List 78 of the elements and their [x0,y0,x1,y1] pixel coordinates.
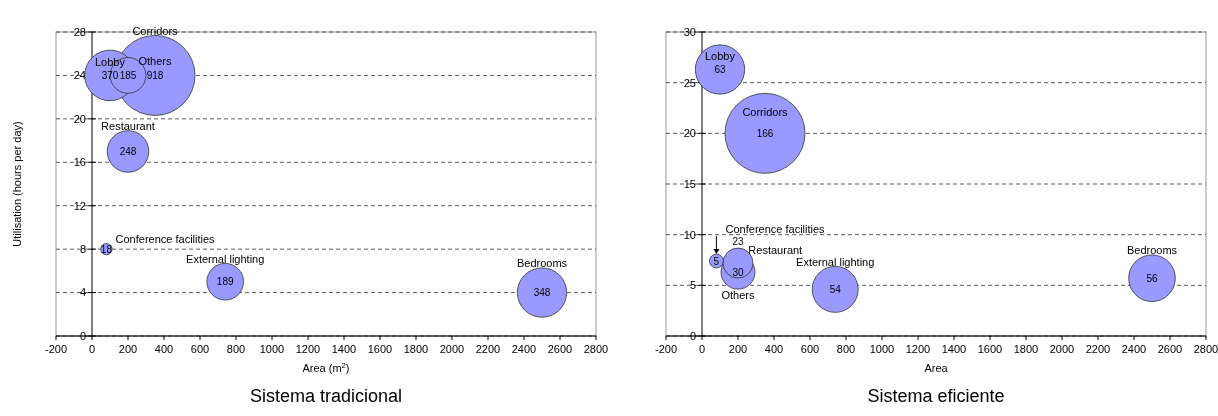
annotation: 185 [119,69,137,81]
x-tick-label: -200 [654,343,678,355]
annotation: 370 [101,69,119,81]
x-tick-label: 1600 [977,343,1003,355]
x-tick-label: 2400 [511,343,537,355]
x-tick-label: 800 [226,343,246,355]
x-tick-label: 0 [88,343,96,355]
x-tick-label: 1000 [869,343,895,355]
series-label: Corridors [742,106,789,119]
annotation: 54 [829,283,842,295]
annotation: 56 [1146,272,1158,284]
annotation: 918 [146,69,164,81]
y-tick-label: 24 [73,69,86,82]
annotation: 30 [732,266,744,278]
y-tick-label: 4 [79,286,86,299]
x-tick-label: 1400 [331,343,357,355]
annotation: 23 [732,236,744,248]
x-tick-label: 2200 [475,343,501,355]
annotation: 248 [119,145,137,157]
y-tick-label: 15 [683,177,696,190]
series-label: Others [721,289,755,302]
x-tick-label: 200 [728,343,748,355]
x-tick-label: 1200 [905,343,931,355]
y-tick-label: 20 [683,127,696,140]
x-tick-label: 1000 [259,343,285,355]
y-tick-label: 20 [73,112,86,125]
x-tick-label: 2400 [1121,343,1147,355]
annotation: 63 [714,63,726,75]
x-tick-label: 600 [800,343,820,355]
series-label: Lobby [705,50,736,63]
y-tick-label: 16 [73,156,86,169]
x-tick-label: 2000 [439,343,465,355]
x-tick-label: 2600 [1157,343,1183,355]
x-tick-label: 2600 [547,343,573,355]
y-tick-label: 10 [683,228,696,241]
x-tick-label: 0 [698,343,706,355]
x-tick-label: 2800 [1193,343,1218,355]
x-tick-label: -200 [44,343,68,355]
y-tick-label: 28 [73,25,86,38]
series-label: Conference facilities [115,232,216,245]
x-tick-label: 1600 [367,343,393,355]
y-tick-label: 25 [683,76,696,89]
annotation: 5 [713,255,720,267]
y-axis-title: Utilisation (hours per day) [11,121,23,247]
y-tick-label: 30 [683,25,696,38]
x-axis-title: Area [924,362,949,374]
annotation: 18 [100,243,113,255]
x-tick-label: 2800 [583,343,609,355]
x-tick-label: 200 [118,343,138,355]
series-label: Restaurant [101,119,155,132]
series-label: Conference facilities [725,223,826,236]
x-tick-label: 2200 [1085,343,1111,355]
series-label: Bedrooms [1126,244,1178,257]
text: Sistema eficiente [867,386,1005,406]
series-label: Others [138,54,172,67]
x-tick-label: 800 [836,343,856,355]
series-label: Bedrooms [516,257,568,270]
x-tick-label: 1800 [403,343,429,355]
series-label: External lighting [796,255,875,268]
x-axis-title: Area (m$^{2}$) [302,360,350,374]
x-tick-label: 400 [764,343,784,355]
x-tick-label: 400 [154,343,174,355]
annotation: 189 [216,276,234,288]
series-label: External lighting [186,252,265,265]
annotation: 348 [533,287,551,299]
y-tick-label: 5 [689,279,696,292]
series-label: Corridors [132,24,179,37]
x-tick-label: 600 [190,343,210,355]
x-tick-label: 1200 [295,343,321,355]
series-label: Restaurant [748,244,803,257]
text: Sistema tradicional [249,386,403,406]
annotation: 166 [756,127,774,139]
x-tick-label: 2000 [1049,343,1075,355]
y-tick-label: 8 [79,242,86,255]
series-label: Lobby [95,55,126,68]
x-tick-label: 1400 [941,343,967,355]
x-tick-label: 1800 [1013,343,1039,355]
y-tick-label: 12 [73,199,86,212]
